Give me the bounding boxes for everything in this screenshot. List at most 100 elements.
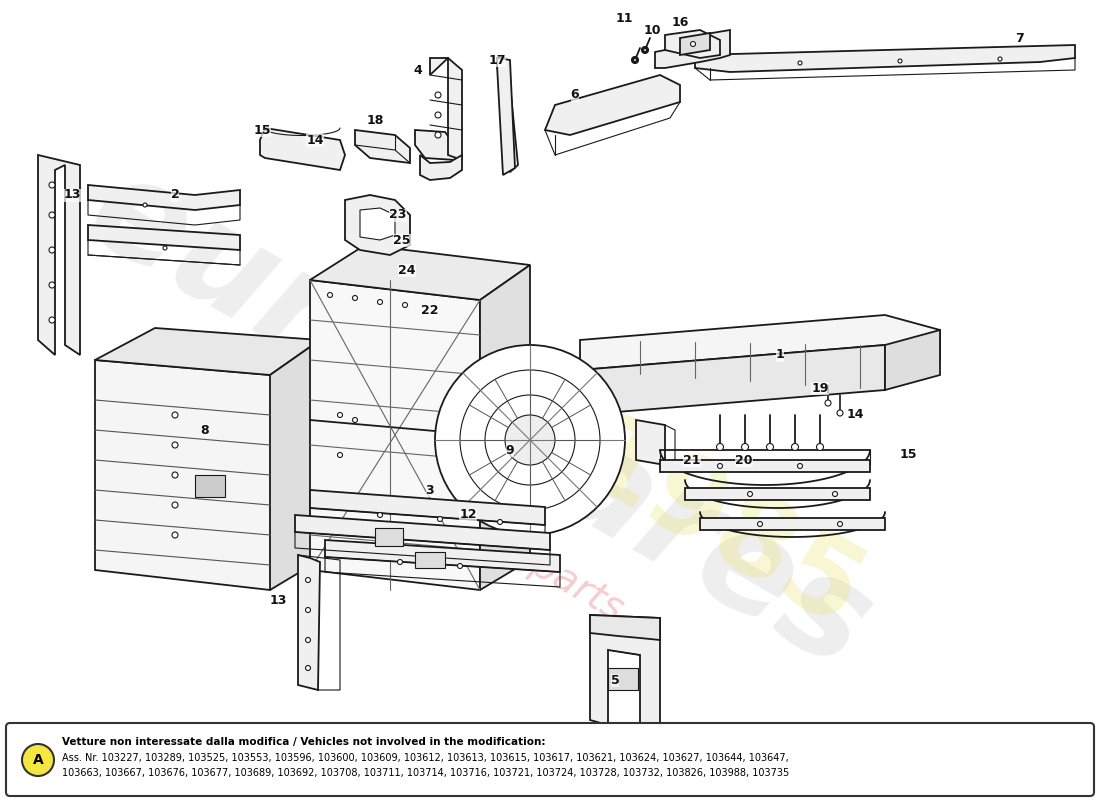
Circle shape	[505, 415, 556, 465]
Circle shape	[634, 58, 637, 62]
Circle shape	[998, 57, 1002, 61]
Text: 6: 6	[571, 89, 580, 102]
Polygon shape	[88, 225, 240, 250]
Polygon shape	[39, 155, 80, 355]
Text: 13: 13	[270, 594, 287, 606]
Polygon shape	[580, 345, 886, 415]
Polygon shape	[700, 518, 886, 530]
Text: 13: 13	[64, 189, 80, 202]
Circle shape	[143, 203, 147, 207]
Text: eurospares: eurospares	[66, 142, 894, 698]
Circle shape	[438, 517, 442, 522]
Bar	[415, 552, 446, 568]
Circle shape	[434, 112, 441, 118]
Polygon shape	[324, 540, 560, 572]
Polygon shape	[415, 130, 455, 160]
Bar	[608, 668, 638, 690]
Polygon shape	[360, 208, 395, 240]
Text: 14: 14	[306, 134, 323, 146]
Text: 21: 21	[683, 454, 701, 466]
Circle shape	[825, 400, 830, 406]
Circle shape	[833, 491, 837, 497]
Circle shape	[306, 638, 310, 642]
Text: 15: 15	[253, 123, 271, 137]
Circle shape	[458, 563, 462, 569]
Polygon shape	[295, 515, 550, 550]
Polygon shape	[345, 195, 410, 255]
Text: 19: 19	[812, 382, 828, 394]
Polygon shape	[636, 420, 666, 465]
Polygon shape	[298, 555, 320, 690]
Circle shape	[837, 410, 843, 416]
Circle shape	[691, 42, 695, 46]
Circle shape	[792, 443, 799, 450]
Circle shape	[172, 472, 178, 478]
Text: 22: 22	[421, 303, 439, 317]
Circle shape	[50, 182, 55, 188]
Polygon shape	[685, 488, 870, 500]
Polygon shape	[310, 490, 544, 525]
Circle shape	[631, 57, 638, 63]
Text: Ass. Nr. 103227, 103289, 103525, 103553, 103596, 103600, 103609, 103612, 103613,: Ass. Nr. 103227, 103289, 103525, 103553,…	[62, 753, 789, 763]
Circle shape	[397, 559, 403, 565]
Circle shape	[172, 442, 178, 448]
Polygon shape	[260, 128, 345, 170]
Circle shape	[460, 370, 600, 510]
Text: 5: 5	[610, 674, 619, 686]
Circle shape	[172, 412, 178, 418]
Polygon shape	[580, 315, 940, 370]
Circle shape	[403, 302, 407, 307]
Circle shape	[758, 522, 762, 526]
Polygon shape	[88, 185, 240, 210]
Circle shape	[377, 513, 383, 518]
Circle shape	[306, 666, 310, 670]
Polygon shape	[310, 280, 480, 590]
Text: 1985: 1985	[560, 406, 881, 654]
Polygon shape	[590, 615, 660, 640]
Polygon shape	[886, 330, 940, 390]
Text: 10: 10	[644, 23, 661, 37]
Circle shape	[434, 345, 625, 535]
Polygon shape	[430, 58, 462, 160]
Circle shape	[641, 46, 649, 54]
Circle shape	[497, 519, 503, 525]
Circle shape	[485, 395, 575, 485]
Text: 3: 3	[426, 483, 434, 497]
Circle shape	[377, 299, 383, 305]
Text: 7: 7	[1015, 31, 1024, 45]
Polygon shape	[95, 360, 280, 590]
Text: 16: 16	[671, 15, 689, 29]
Text: 23: 23	[389, 209, 407, 222]
Text: 24: 24	[398, 263, 416, 277]
Text: Vetture non interessate dalla modifica / Vehicles not involved in the modificati: Vetture non interessate dalla modifica /…	[62, 737, 546, 747]
Polygon shape	[695, 45, 1075, 72]
Circle shape	[716, 443, 724, 450]
Text: 14: 14	[846, 409, 864, 422]
Circle shape	[328, 293, 332, 298]
Text: 11: 11	[615, 11, 632, 25]
Circle shape	[338, 453, 342, 458]
Circle shape	[816, 443, 824, 450]
Circle shape	[798, 463, 803, 469]
Polygon shape	[420, 155, 462, 180]
Circle shape	[22, 744, 54, 776]
Polygon shape	[654, 30, 730, 68]
Polygon shape	[660, 460, 870, 472]
Bar	[195, 475, 226, 497]
Text: a passion for parts...: a passion for parts...	[297, 414, 662, 646]
Text: 18: 18	[366, 114, 384, 126]
Circle shape	[306, 578, 310, 582]
Text: A: A	[33, 753, 43, 767]
Text: 15: 15	[900, 449, 916, 462]
Polygon shape	[270, 340, 320, 590]
Polygon shape	[95, 328, 320, 375]
Circle shape	[748, 491, 752, 497]
Polygon shape	[480, 265, 530, 590]
Text: 17: 17	[488, 54, 506, 66]
Circle shape	[50, 282, 55, 288]
Text: 25: 25	[394, 234, 410, 246]
Circle shape	[898, 59, 902, 63]
Circle shape	[798, 61, 802, 65]
Bar	[375, 528, 403, 546]
Text: 2: 2	[170, 189, 179, 202]
